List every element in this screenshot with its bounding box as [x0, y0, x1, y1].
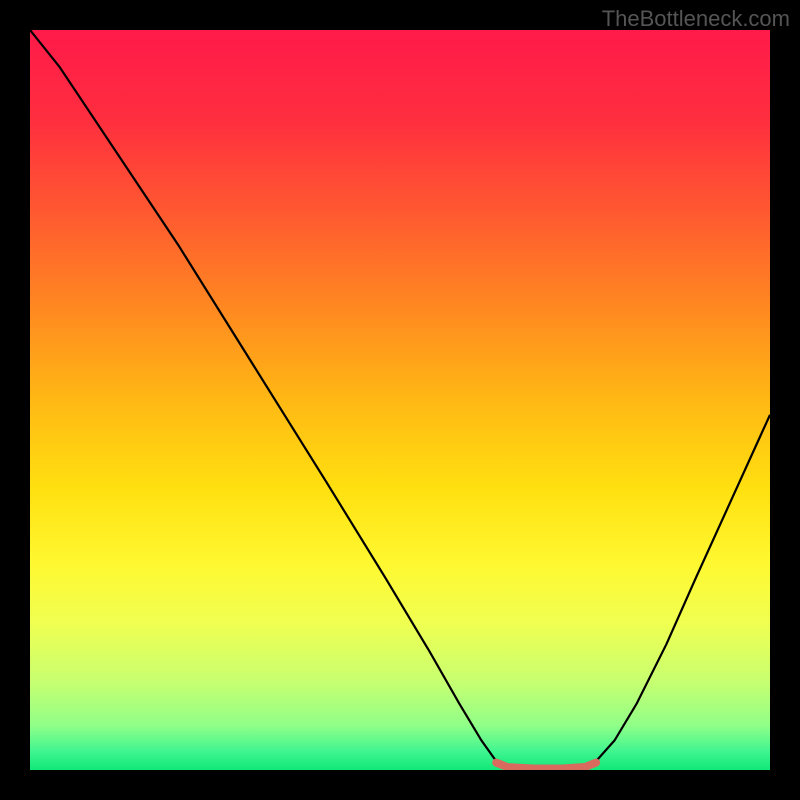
chart-plot-area	[30, 30, 770, 770]
watermark-text: TheBottleneck.com	[602, 6, 790, 32]
chart-svg	[30, 30, 770, 770]
